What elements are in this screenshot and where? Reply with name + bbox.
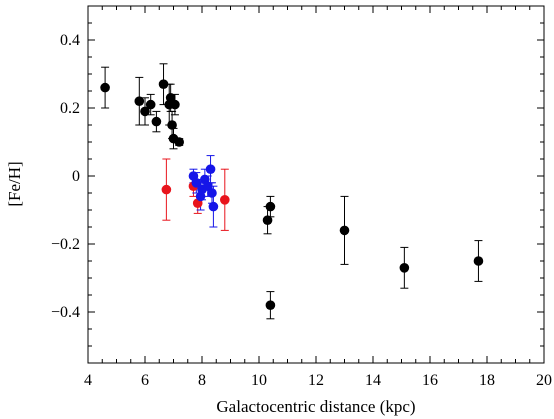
data-point [145, 99, 156, 110]
x-tick-label: 18 [479, 372, 495, 389]
data-point [262, 215, 273, 225]
x-tick-label: 8 [198, 372, 206, 389]
data-point [339, 225, 350, 236]
data-point [174, 137, 184, 147]
data-point [134, 96, 145, 106]
data-point [399, 263, 410, 273]
data-point [208, 201, 219, 212]
x-tick-label: 12 [308, 372, 324, 389]
x-tick-label: 14 [365, 372, 381, 389]
x-tick-label: 6 [141, 372, 149, 389]
error-bars [101, 63, 483, 320]
data-point [151, 116, 162, 127]
y-axis-label: [Fe/H] [5, 161, 24, 206]
y-tick-label: −0.2 [51, 236, 80, 253]
data-point [473, 256, 484, 266]
x-tick-label: 4 [84, 372, 92, 389]
x-tick-label: 20 [536, 372, 552, 389]
y-tick-label: 0.2 [60, 100, 80, 117]
data-point [100, 82, 110, 93]
data-points [100, 79, 484, 311]
data-point [167, 120, 177, 130]
x-tick-label: 16 [422, 372, 438, 389]
y-tick-label: 0.4 [60, 32, 80, 49]
axis-ticks: 4 6 8 10 12 14 16 18 20 −0.4 −0.2 0 0.2 0.4 [51, 5, 552, 389]
data-point [158, 79, 169, 89]
data-point [205, 164, 216, 174]
y-tick-label: 0 [72, 168, 80, 185]
plot-frame [87, 5, 545, 364]
y-tick-label: −0.4 [51, 304, 80, 321]
data-point [265, 201, 276, 212]
data-point [265, 300, 276, 311]
data-point [161, 184, 172, 195]
data-point [191, 178, 202, 188]
x-axis-label: Galactocentric distance (kpc) [216, 397, 415, 416]
data-point [140, 106, 150, 117]
data-point [170, 99, 180, 110]
x-tick-label: 10 [251, 372, 267, 389]
data-point [207, 188, 217, 198]
data-point [220, 195, 230, 205]
